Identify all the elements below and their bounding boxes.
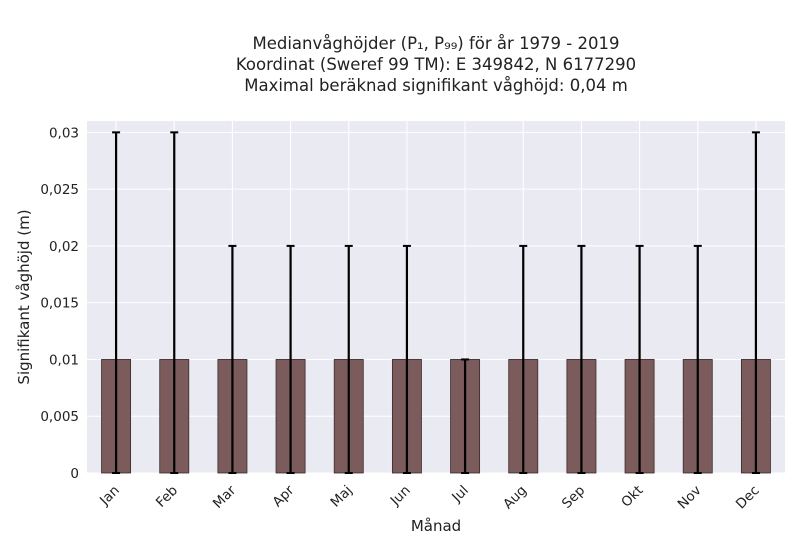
x-tick-label: Apr xyxy=(270,482,298,510)
y-tick-label: 0,03 xyxy=(49,125,79,141)
x-axis-label: Månad xyxy=(411,517,461,535)
x-tick-label: Feb xyxy=(153,483,181,511)
title-line-2: Koordinat (Sweref 99 TM): E 349842, N 61… xyxy=(235,55,637,74)
y-tick-label: 0,015 xyxy=(40,296,79,312)
x-tick-label: Sep xyxy=(559,483,588,512)
x-tick-label: Jun xyxy=(387,483,414,510)
y-tick-labels: 0 0,005 0,01 0,015 0,02 0,025 0,03 xyxy=(40,125,79,482)
y-tick-label: 0 xyxy=(70,466,79,482)
x-tick-label: Okt xyxy=(618,483,646,511)
x-tick-label: Jan xyxy=(96,483,123,510)
x-tick-label: Mar xyxy=(210,482,240,512)
y-tick-label: 0,02 xyxy=(49,239,79,255)
x-tick-labels: Jan Feb Mar Apr Maj Jun Jul Aug Sep Okt Nov Dec xyxy=(96,482,763,512)
x-tick-label: Aug xyxy=(500,483,530,513)
x-tick-label: Dec xyxy=(733,483,763,513)
y-tick-label: 0,005 xyxy=(40,409,79,425)
y-axis-label: Signifikant våghöjd (m) xyxy=(15,209,33,384)
plot-area xyxy=(87,121,785,473)
y-tick-label: 0,01 xyxy=(49,352,79,368)
chart-title: Medianvåghöjder (P₁, P₉₉) för år 1979 - … xyxy=(0,33,800,96)
x-tick-label: Nov xyxy=(675,483,705,513)
error-bars xyxy=(112,131,760,474)
x-tick-label: Maj xyxy=(328,483,356,511)
x-tick-label: Jul xyxy=(448,483,472,507)
y-tick-label: 0,025 xyxy=(40,182,79,198)
title-line-1: Medianvåghöjder (P₁, P₉₉) för år 1979 - … xyxy=(252,34,620,53)
title-line-3: Maximal beräknad signifikant våghöjd: 0,… xyxy=(244,76,628,95)
